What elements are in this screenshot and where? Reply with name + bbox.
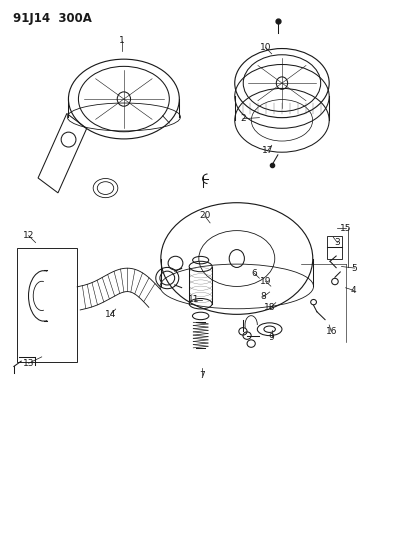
Text: 20: 20 — [199, 212, 211, 221]
Text: 3: 3 — [335, 238, 340, 247]
Text: 1: 1 — [119, 36, 125, 45]
Text: 8: 8 — [261, 292, 267, 301]
Text: 6: 6 — [252, 269, 258, 278]
Text: 18: 18 — [265, 303, 276, 312]
Text: 15: 15 — [340, 224, 351, 233]
Text: 2: 2 — [240, 114, 246, 123]
Text: 19: 19 — [260, 277, 271, 286]
Text: 10: 10 — [260, 43, 271, 52]
Text: 17: 17 — [262, 146, 273, 155]
Text: 16: 16 — [325, 327, 337, 336]
Text: 91J14  300A: 91J14 300A — [13, 12, 92, 26]
Text: 9: 9 — [269, 333, 274, 342]
Text: 4: 4 — [351, 286, 357, 295]
Text: 12: 12 — [23, 231, 34, 240]
Text: 5: 5 — [352, 264, 358, 272]
Text: 7: 7 — [199, 371, 205, 380]
Text: 13: 13 — [23, 359, 34, 368]
Text: 14: 14 — [105, 310, 117, 319]
Text: 11: 11 — [188, 295, 200, 304]
